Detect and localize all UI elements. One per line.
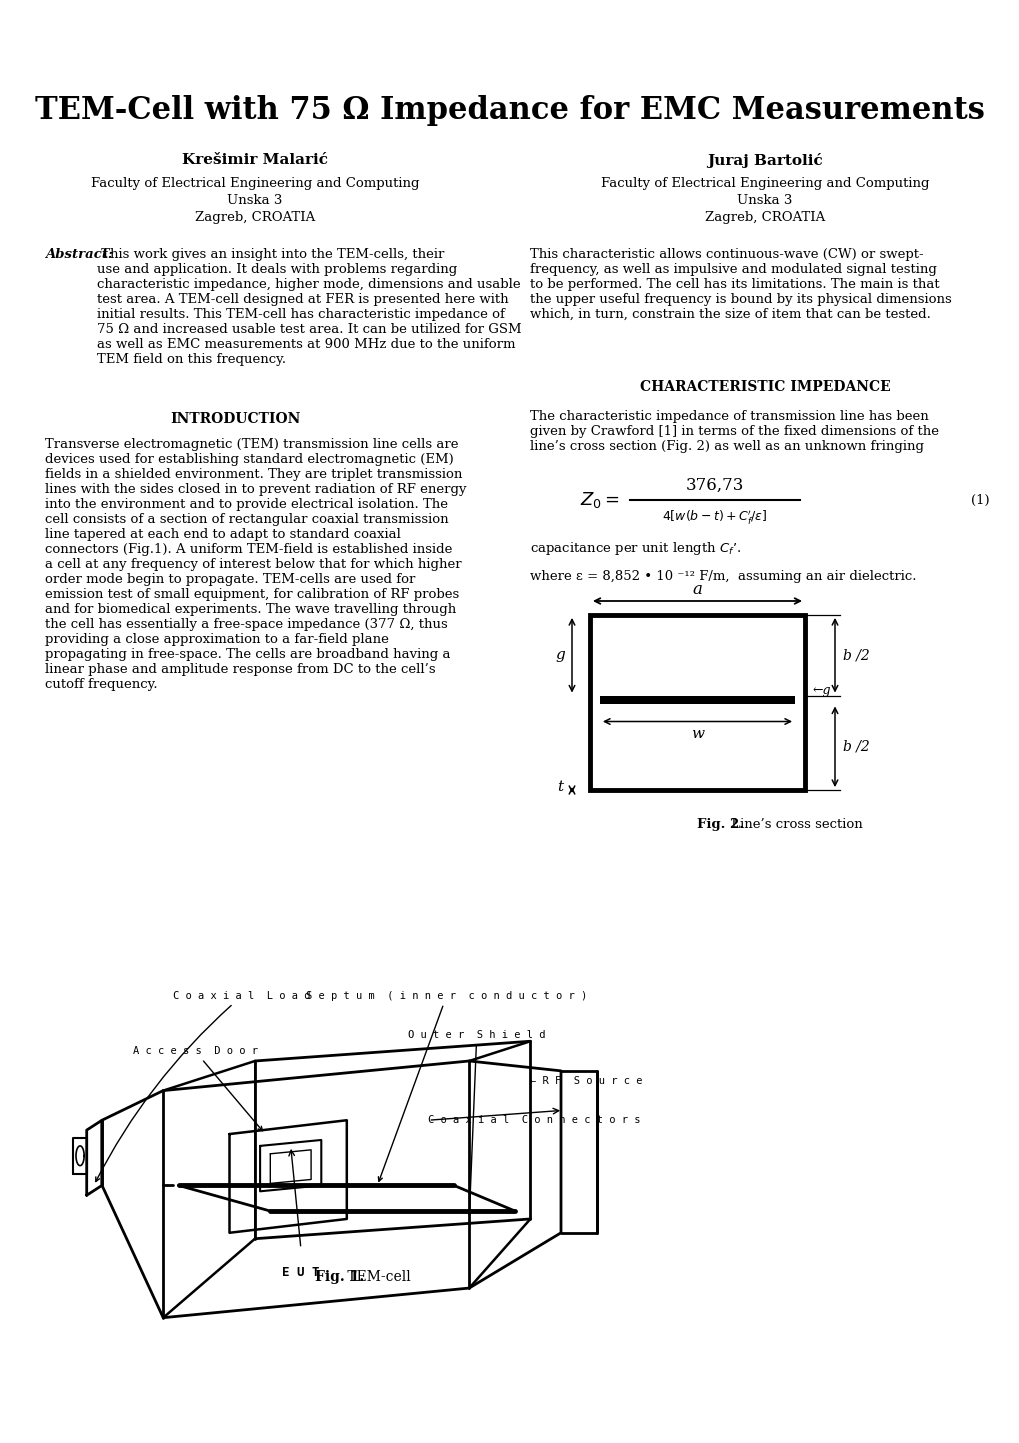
Text: a: a: [692, 580, 702, 597]
Text: CHARACTERISTIC IMPEDANCE: CHARACTERISTIC IMPEDANCE: [639, 380, 890, 394]
Text: This work gives an insight into the TEM-cells, their
use and application. It dea: This work gives an insight into the TEM-…: [97, 248, 521, 367]
Text: The characteristic impedance of transmission line has been
given by Crawford [1]: The characteristic impedance of transmis…: [530, 410, 938, 453]
Text: ← R F  S o u r c e: ← R F S o u r c e: [530, 1075, 642, 1085]
Text: Abstract:: Abstract:: [45, 248, 113, 261]
Text: ←g: ←g: [812, 684, 830, 697]
Text: Transverse electromagnetic (TEM) transmission line cells are
devices used for es: Transverse electromagnetic (TEM) transmi…: [45, 439, 466, 691]
Text: $Z_0=$: $Z_0=$: [580, 491, 620, 509]
Text: TEM-Cell with 75 Ω Impedance for EMC Measurements: TEM-Cell with 75 Ω Impedance for EMC Mea…: [35, 94, 984, 126]
Text: S e p t u m  ( i n n e r  c o n d u c t o r ): S e p t u m ( i n n e r c o n d u c t o …: [306, 991, 587, 1182]
Text: Krešimir Malarić: Krešimir Malarić: [181, 153, 328, 167]
Text: E U T: E U T: [282, 1266, 319, 1278]
Text: 376,73: 376,73: [685, 476, 744, 494]
Text: Fig. 2.: Fig. 2.: [697, 818, 744, 831]
Bar: [599, 696, 794, 704]
Text: where ε = 8,852 • 10 ⁻¹² F/m,  assuming an air dielectric.: where ε = 8,852 • 10 ⁻¹² F/m, assuming a…: [530, 570, 916, 583]
Text: Fig. 1.: Fig. 1.: [315, 1270, 364, 1284]
Text: O u t e r  S h i e l d: O u t e r S h i e l d: [408, 1030, 545, 1215]
Text: Unska 3: Unska 3: [227, 193, 282, 206]
Text: INTRODUCTION: INTRODUCTION: [169, 413, 300, 426]
Text: b /2: b /2: [842, 740, 869, 753]
Text: w: w: [690, 726, 703, 740]
Text: A c c e s s  D o o r: A c c e s s D o o r: [132, 1046, 262, 1131]
Text: C o a x i a l  L o a d: C o a x i a l L o a d: [96, 991, 311, 1182]
Text: Line’s cross section: Line’s cross section: [727, 818, 862, 831]
Text: g: g: [554, 648, 565, 662]
Text: Juraj Bartolić: Juraj Bartolić: [706, 153, 822, 167]
Text: Unska 3: Unska 3: [737, 193, 792, 206]
Text: Faculty of Electrical Engineering and Computing: Faculty of Electrical Engineering and Co…: [91, 176, 419, 189]
Text: $4[w(b-t)+C_f'/\varepsilon]$: $4[w(b-t)+C_f'/\varepsilon]$: [661, 509, 767, 527]
Text: Zagreb, CROATIA: Zagreb, CROATIA: [704, 211, 824, 224]
Text: capacitance per unit length $C_f$’.: capacitance per unit length $C_f$’.: [530, 540, 741, 557]
Text: Zagreb, CROATIA: Zagreb, CROATIA: [195, 211, 315, 224]
Bar: [589, 615, 804, 789]
Text: This characteristic allows continuous-wave (CW) or swept-
frequency, as well as : This characteristic allows continuous-wa…: [530, 248, 951, 320]
Text: Faculty of Electrical Engineering and Computing: Faculty of Electrical Engineering and Co…: [600, 176, 928, 189]
Text: C o a x i a l  C o n n e c t o r s: C o a x i a l C o n n e c t o r s: [428, 1115, 640, 1126]
Text: b /2: b /2: [842, 648, 869, 662]
Text: t: t: [556, 781, 562, 794]
Text: (1): (1): [970, 494, 989, 506]
Text: TEM-cell: TEM-cell: [342, 1270, 411, 1284]
